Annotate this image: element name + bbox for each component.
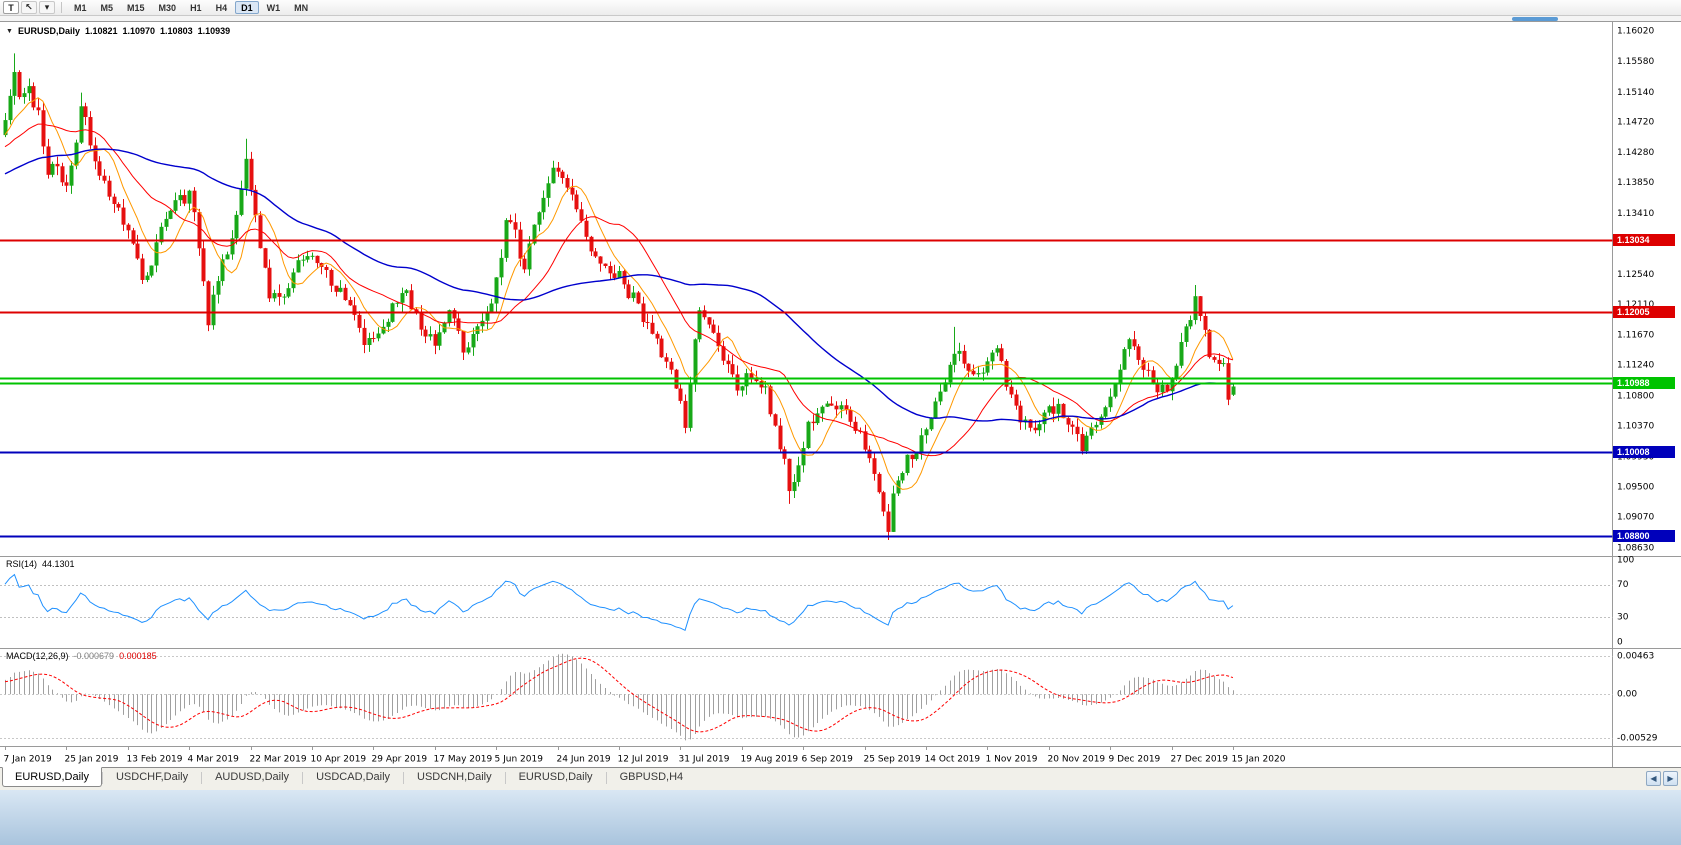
status-band [0,790,1681,845]
tab-scroll-buttons: ◀ ▶ [1646,771,1678,786]
tab-divider [101,772,103,784]
timeframe-button-w1[interactable]: W1 [266,2,281,13]
chart-tabbar: EURUSD,Daily USDCHF,Daily AUDUSD,Daily USDC… [0,767,1681,790]
tab-scroll-left-icon[interactable]: ◀ [1646,771,1661,786]
chart-tab-4[interactable]: USDCNH,Daily [417,771,492,783]
tick-chart-button[interactable]: T [3,1,19,14]
price-chart-canvas[interactable] [0,22,1681,767]
toolbar-dropdown-icon[interactable]: ▾ [39,1,55,14]
timeframe-button-h4[interactable]: H4 [215,2,228,13]
timeframe-button-m30[interactable]: M30 [158,2,177,13]
chart-tab-2[interactable]: AUDUSD,Daily [215,771,290,783]
timeframe-button-h1[interactable]: H1 [190,2,202,13]
tab-scroll-right-icon[interactable]: ▶ [1663,771,1678,786]
tab-divider [403,772,405,784]
toolbar-separator [61,2,62,13]
timeframe-button-m1[interactable]: M1 [74,2,87,13]
timeframe-button-m5[interactable]: M5 [100,2,114,13]
chart-scrollbar[interactable] [0,16,1681,22]
timeframe-button-d1[interactable]: D1 [235,1,259,14]
tab-divider [605,772,607,784]
tab-divider [302,772,304,784]
tab-divider [201,772,203,784]
chart-tab-6[interactable]: GBPUSD,H4 [619,771,684,783]
tab-divider [504,772,506,784]
cursor-tool-icon[interactable]: ↖ [21,1,37,14]
chart-scrollbar-thumb[interactable] [1512,17,1558,21]
chart-tab-5[interactable]: EURUSD,Daily [518,771,593,783]
timeframe-button-mn[interactable]: MN [294,2,309,13]
timeframe-button-m15[interactable]: M15 [127,2,145,13]
chart-tab-0[interactable]: EURUSD,Daily [2,767,102,787]
chart-tab-3[interactable]: USDCAD,Daily [316,771,391,783]
timeframe-toolbar: T ↖ ▾ M1 M5 M15 M30 H1 H4 D1 W1 MN [0,0,1681,16]
chart-tab-1[interactable]: USDCHF,Daily [115,771,189,783]
